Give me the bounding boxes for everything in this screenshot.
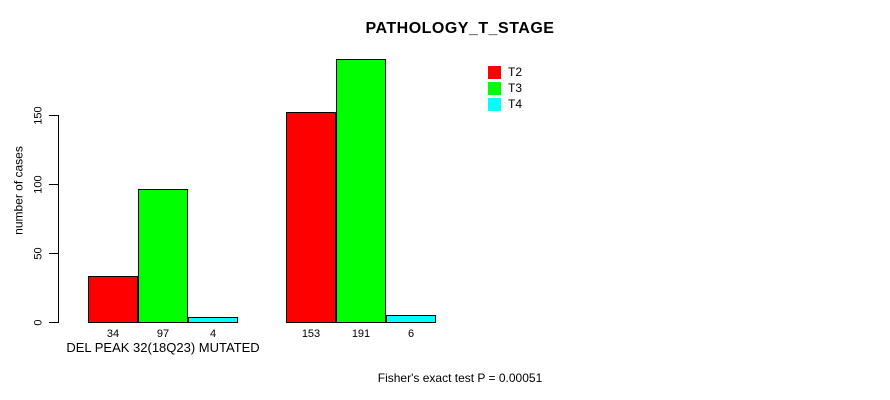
- y-tick-mark: [49, 253, 59, 254]
- legend-label: T4: [508, 97, 523, 111]
- bar-value-label: 6: [407, 328, 415, 340]
- bar-t2-group2: [286, 112, 336, 323]
- y-tick-label: 0: [32, 319, 45, 326]
- x-axis-group-label: DEL PEAK 32(18Q23) MUTATED: [66, 340, 260, 355]
- bar-value-label: 4: [209, 328, 217, 340]
- bar-t3-group2: [336, 59, 386, 323]
- y-tick-label: 150: [32, 106, 45, 125]
- legend: T2 T3 T4: [488, 65, 522, 113]
- legend-label: T3: [508, 81, 523, 95]
- legend-item-t3: T3: [488, 81, 522, 96]
- legend-item-t4: T4: [488, 97, 522, 112]
- bar-t2-group1: [88, 276, 138, 323]
- y-axis-line: [58, 115, 59, 323]
- legend-swatch-t2: [488, 66, 501, 79]
- y-tick-label: 50: [32, 247, 45, 260]
- bar-t3-group1: [138, 189, 188, 323]
- bar-t4-group2: [386, 315, 436, 323]
- y-tick-mark: [49, 115, 59, 116]
- bar-value-label: 34: [106, 328, 120, 340]
- legend-item-t2: T2: [488, 65, 522, 80]
- legend-swatch-t4: [488, 98, 501, 111]
- bar-t4-group1: [188, 317, 238, 323]
- y-tick-label: 100: [32, 175, 45, 194]
- chart-title: PATHOLOGY_T_STAGE: [365, 20, 555, 37]
- statistical-test-annotation: Fisher's exact test P = 0.00051: [377, 371, 543, 385]
- y-tick-mark: [49, 322, 59, 323]
- bar-value-label: 191: [351, 328, 371, 340]
- legend-swatch-t3: [488, 82, 501, 95]
- y-axis-title: number of cases: [11, 146, 26, 235]
- bar-value-label: 97: [156, 328, 170, 340]
- bar-value-label: 153: [301, 328, 321, 340]
- legend-label: T2: [508, 65, 523, 79]
- y-tick-mark: [49, 184, 59, 185]
